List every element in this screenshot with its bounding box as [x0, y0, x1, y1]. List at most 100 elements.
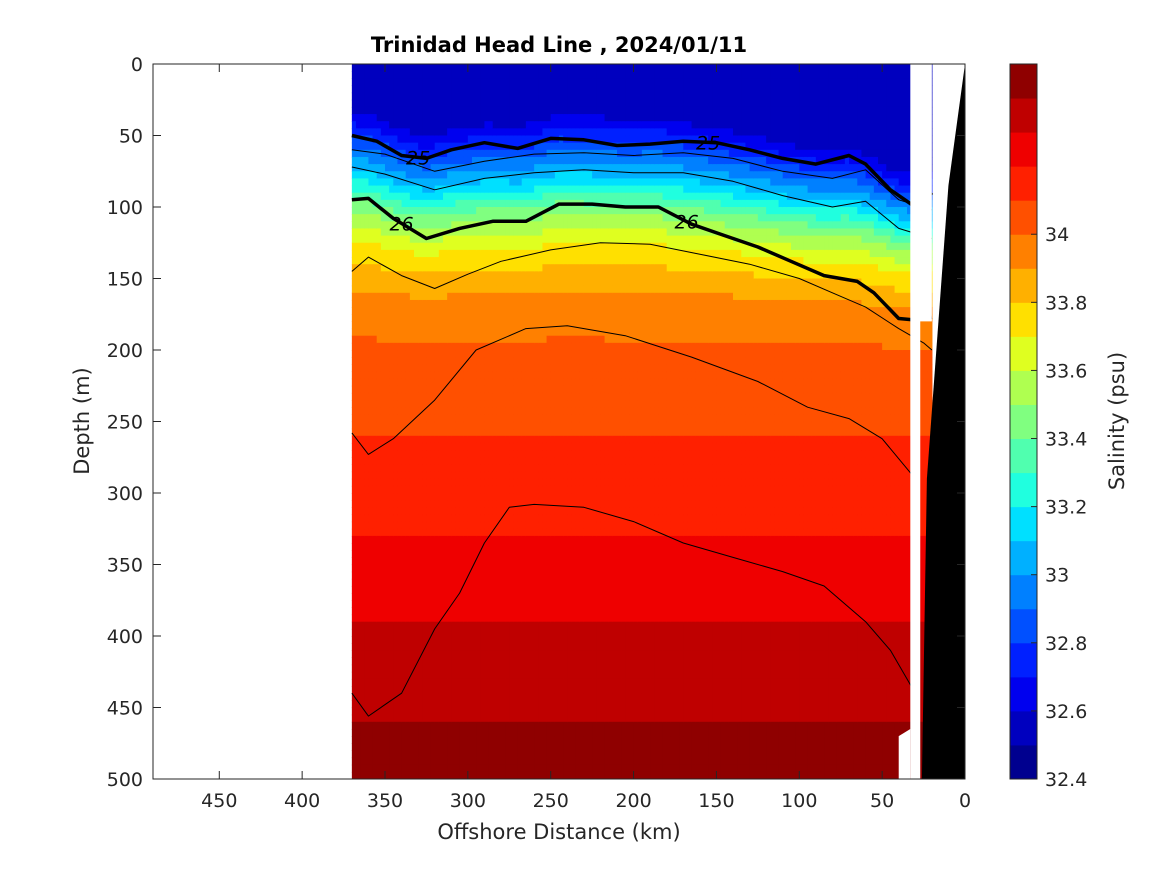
salinity-cell — [401, 299, 407, 308]
salinity-cell — [492, 471, 498, 480]
salinity-cell — [443, 721, 448, 730]
salinity-cell — [459, 64, 465, 72]
salinity-cell — [534, 156, 539, 165]
salinity-cell — [389, 457, 394, 465]
salinity-cell — [414, 543, 419, 551]
salinity-cell — [434, 142, 440, 151]
salinity-cell — [492, 106, 498, 115]
salinity-cell — [496, 450, 502, 458]
salinity-cell — [380, 657, 386, 666]
salinity-cell — [513, 335, 519, 344]
salinity-cell — [426, 328, 432, 337]
salinity-cell — [418, 350, 423, 358]
salinity-cell — [409, 628, 415, 637]
salinity-cell — [426, 485, 432, 494]
salinity-cell — [459, 471, 465, 480]
salinity-cell — [513, 78, 519, 87]
salinity-cell — [360, 328, 365, 337]
salinity-cell — [434, 199, 440, 208]
salinity-cell — [463, 78, 469, 87]
salinity-cell — [360, 321, 365, 330]
salinity-cell — [447, 121, 452, 129]
salinity-cell — [414, 292, 419, 301]
salinity-cell — [480, 435, 486, 444]
salinity-cell — [501, 564, 506, 573]
salinity-cell — [538, 764, 544, 773]
salinity-cell — [538, 178, 544, 187]
salinity-cell — [385, 128, 390, 137]
salinity-cell — [538, 678, 544, 687]
salinity-cell — [517, 350, 523, 358]
salinity-cell — [426, 693, 432, 701]
salinity-cell — [438, 686, 444, 694]
salinity-cell — [397, 307, 403, 315]
salinity-cell — [472, 771, 477, 779]
salinity-cell — [476, 171, 481, 179]
salinity-cell — [397, 235, 403, 244]
salinity-cell — [542, 571, 548, 580]
salinity-cell — [501, 292, 506, 301]
salinity-cell — [418, 671, 423, 680]
salinity-cell — [455, 242, 461, 251]
salinity-cell — [501, 450, 506, 458]
salinity-cell — [525, 385, 531, 394]
salinity-cell — [426, 514, 432, 523]
salinity-cell — [550, 750, 556, 759]
salinity-cell — [530, 114, 535, 122]
salinity-cell — [488, 564, 494, 573]
salinity-cell — [409, 664, 415, 673]
salinity-cell — [389, 178, 394, 187]
salinity-cell — [368, 607, 374, 616]
salinity-cell — [372, 693, 378, 701]
salinity-cell — [501, 421, 506, 430]
salinity-cell — [405, 736, 411, 744]
salinity-cell — [484, 664, 490, 673]
salinity-cell — [554, 421, 560, 430]
salinity-cell — [356, 92, 361, 101]
salinity-cell — [360, 771, 365, 779]
salinity-cell — [530, 600, 535, 608]
salinity-cell — [405, 278, 411, 287]
salinity-cell — [368, 114, 374, 122]
salinity-cell — [376, 299, 382, 308]
salinity-cell — [451, 743, 457, 751]
salinity-cell — [418, 257, 423, 265]
salinity-cell — [484, 364, 490, 373]
salinity-cell — [530, 585, 535, 594]
salinity-cell — [438, 299, 444, 308]
salinity-cell — [455, 278, 461, 287]
salinity-cell — [488, 214, 494, 222]
salinity-cell — [430, 285, 436, 294]
salinity-cell — [455, 643, 461, 651]
salinity-cell — [385, 535, 390, 544]
salinity-cell — [380, 650, 386, 659]
salinity-cell — [438, 428, 444, 437]
salinity-cell — [455, 350, 461, 358]
salinity-cell — [530, 628, 535, 637]
salinity-cell — [455, 686, 461, 694]
salinity-cell — [422, 707, 428, 716]
salinity-cell — [397, 736, 403, 744]
salinity-cell — [430, 600, 436, 608]
salinity-cell — [488, 364, 494, 373]
salinity-cell — [492, 121, 498, 129]
salinity-cell — [501, 357, 506, 365]
salinity-cell — [389, 678, 394, 687]
salinity-cell — [521, 621, 527, 630]
salinity-cell — [380, 550, 386, 558]
salinity-cell — [530, 764, 535, 773]
salinity-cell — [476, 728, 481, 737]
salinity-cell — [538, 414, 544, 423]
salinity-cell — [414, 671, 419, 680]
salinity-cell — [401, 285, 407, 294]
salinity-cell — [443, 199, 448, 208]
salinity-cell — [455, 407, 461, 415]
salinity-cell — [405, 721, 411, 730]
salinity-cell — [509, 493, 515, 501]
salinity-cell — [513, 535, 519, 544]
salinity-cell — [542, 371, 548, 380]
salinity-cell — [517, 593, 523, 601]
salinity-cell — [438, 457, 444, 465]
salinity-cell — [389, 164, 394, 172]
salinity-cell — [356, 557, 361, 566]
